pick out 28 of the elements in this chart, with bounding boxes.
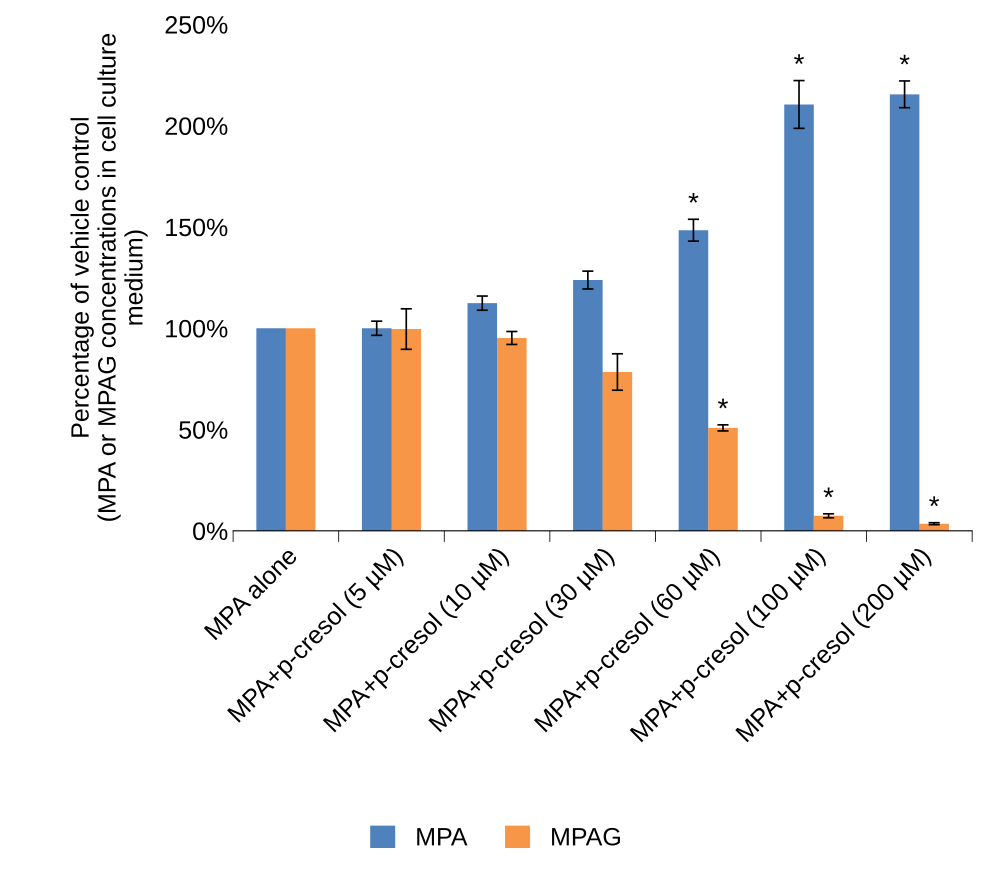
- bar: [678, 230, 708, 531]
- annotation: *: [900, 54, 910, 64]
- bar: [573, 280, 603, 531]
- bar: [708, 428, 738, 531]
- annotation: *: [794, 54, 804, 64]
- y-tick-label: 150%: [166, 218, 228, 236]
- y-tick-label: 250%: [166, 16, 228, 34]
- bar: [391, 329, 422, 531]
- bar: [256, 328, 286, 531]
- y-tick-label: 100%: [166, 320, 228, 338]
- bar: [784, 104, 814, 531]
- bar: [602, 372, 632, 531]
- annotation: *: [824, 488, 834, 498]
- y-tick-label: 0%: [193, 522, 228, 540]
- bar: [362, 328, 392, 531]
- annotation: *: [929, 496, 940, 506]
- bar: [497, 338, 527, 531]
- annotation: *: [718, 398, 728, 408]
- y-tick-label: 50%: [179, 421, 228, 439]
- bar: [890, 94, 920, 531]
- bar: [814, 516, 844, 531]
- y-axis-title: Percentage of vehicle control (MPA or MPAG concentrations in cell culture medium): [70, 34, 148, 521]
- legend-label: MPAG: [552, 828, 620, 846]
- annotation: *: [688, 193, 698, 203]
- legend-label: MPA: [417, 828, 468, 846]
- bar: [286, 328, 316, 531]
- y-tick-label: 200%: [166, 117, 228, 136]
- bar: [468, 303, 498, 531]
